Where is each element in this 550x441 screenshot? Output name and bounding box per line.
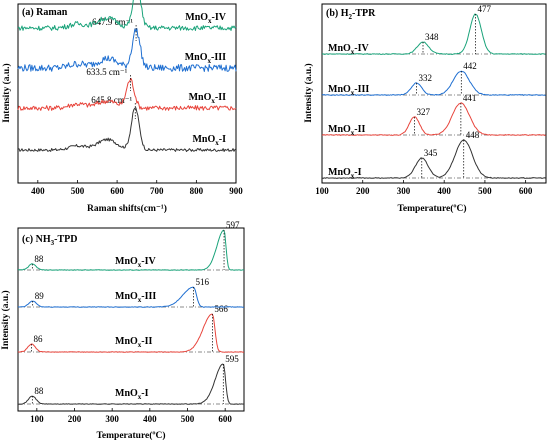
title-sub: 2 (349, 13, 353, 21)
x-tick-label: 300 (105, 414, 119, 424)
series-line (321, 70, 546, 96)
series-group: 345448MnOx-I327441MnOx-II332442MnOx-III3… (321, 4, 546, 180)
peak-label: 597 (226, 220, 240, 230)
series-label: MnOx-I (328, 167, 362, 180)
x-tick-label: 400 (437, 186, 451, 196)
x-tick-label: 600 (218, 414, 232, 424)
series-label: MnOx-II (189, 92, 227, 105)
series-line (17, 286, 245, 308)
series-group: 88 595 MnOx-I 86 566 MnOx-II 89 516 MnOx-III 88 59… (17, 220, 245, 405)
x-tick-label: 800 (190, 186, 204, 196)
x-axis-label: Temperature(ºC) (96, 430, 165, 441)
x-tick-label: 300 (397, 186, 411, 196)
x-ticks: 100 200 300 400 500 600 (315, 180, 533, 196)
peak-label: 477 (478, 4, 492, 14)
peak-label: 442 (463, 61, 477, 71)
x-tick-label: 400 (31, 186, 45, 196)
x-tick-label: 500 (478, 186, 492, 196)
series-label: MnOx-III (185, 52, 226, 65)
x-tick-label: 400 (143, 414, 157, 424)
series-label: MnOx-IV (328, 43, 370, 56)
peak-label: 86 (34, 334, 44, 344)
peak-label: 345 (424, 148, 438, 158)
series-line (322, 13, 546, 55)
peak-label: 89 (35, 291, 45, 301)
series-label: MnOx-IV (115, 256, 157, 269)
h2-tpr-chart: (b) H2-TPR Intensity (a.u.) Temperature(… (303, 3, 547, 214)
series-label: MnOx-I (192, 134, 226, 147)
series-line (17, 0, 237, 31)
x-ticks: 400 500 600 700 800 900 (31, 180, 243, 196)
title-main: (c) NH (22, 234, 51, 245)
x-tick-label: 100 (315, 186, 329, 196)
y-axis-label: Intensity (a.u.) (0, 290, 11, 349)
series-line (18, 229, 245, 271)
peak-label: 332 (418, 73, 432, 83)
title-sub: 3 (51, 239, 55, 247)
series-label: MnOx-IV (185, 12, 227, 25)
peak-label: 566 (214, 304, 228, 314)
x-tick-label: 700 (150, 186, 164, 196)
x-tick-label: 200 (356, 186, 370, 196)
title-tail: -TPR (352, 8, 376, 19)
x-tick-label: 600 (519, 186, 533, 196)
x-ticks: 100 200 300 400 500 600 (30, 408, 232, 424)
series-label: MnOx-II (115, 336, 153, 349)
peak-label: 88 (34, 254, 44, 264)
raman-chart: (a) Raman Intensity (a.u.) Raman shifts(… (1, 0, 243, 214)
series-line (321, 102, 546, 136)
plot-frame (17, 3, 237, 184)
series-line (17, 363, 245, 405)
x-tick-label: 500 (71, 186, 85, 196)
title-main: (b) H (326, 8, 349, 19)
series-line (17, 107, 237, 152)
series-line (321, 139, 546, 179)
chart-title: (c) NH3-TPD (22, 234, 77, 247)
x-tick-label: 100 (30, 414, 44, 424)
y-axis-label: Intensity (a.u.) (303, 63, 314, 122)
peak-label: 647.9 cm⁻¹ (92, 17, 133, 27)
peak-label: 516 (196, 277, 210, 287)
series-label: MnOx-I (115, 388, 149, 401)
chart-title: (a) Raman (22, 7, 68, 18)
plot-frame (17, 227, 245, 412)
series-label: MnOx-III (328, 84, 369, 97)
y-axis-label: Intensity (a.u.) (1, 63, 12, 122)
title-tail: -TPD (54, 234, 77, 245)
chart-title: (b) H2-TPR (326, 8, 376, 21)
peak-label: 595 (225, 354, 239, 364)
nh3-tpd-chart: (c) NH3-TPD Intensity (a.u.) Temperature… (0, 220, 245, 441)
x-axis-label: Temperature(ºC) (397, 203, 466, 214)
peak-label: 441 (463, 93, 477, 103)
peak-label: 88 (34, 386, 44, 396)
series-line (17, 77, 237, 111)
peak-label: 348 (425, 32, 439, 42)
plot-frame (321, 3, 547, 184)
x-tick-label: 600 (110, 186, 124, 196)
series-label: MnOx-III (115, 291, 156, 304)
series-line (17, 313, 245, 353)
x-tick-label: 900 (229, 186, 243, 196)
series-line (17, 28, 237, 72)
x-tick-label: 500 (181, 414, 195, 424)
x-tick-label: 200 (68, 414, 82, 424)
series-label: MnOx-II (328, 124, 366, 137)
peak-label: 633.5 cm⁻¹ (86, 67, 127, 77)
peak-label: 327 (416, 107, 430, 117)
x-axis-label: Raman shifts(cm⁻¹) (87, 203, 167, 214)
